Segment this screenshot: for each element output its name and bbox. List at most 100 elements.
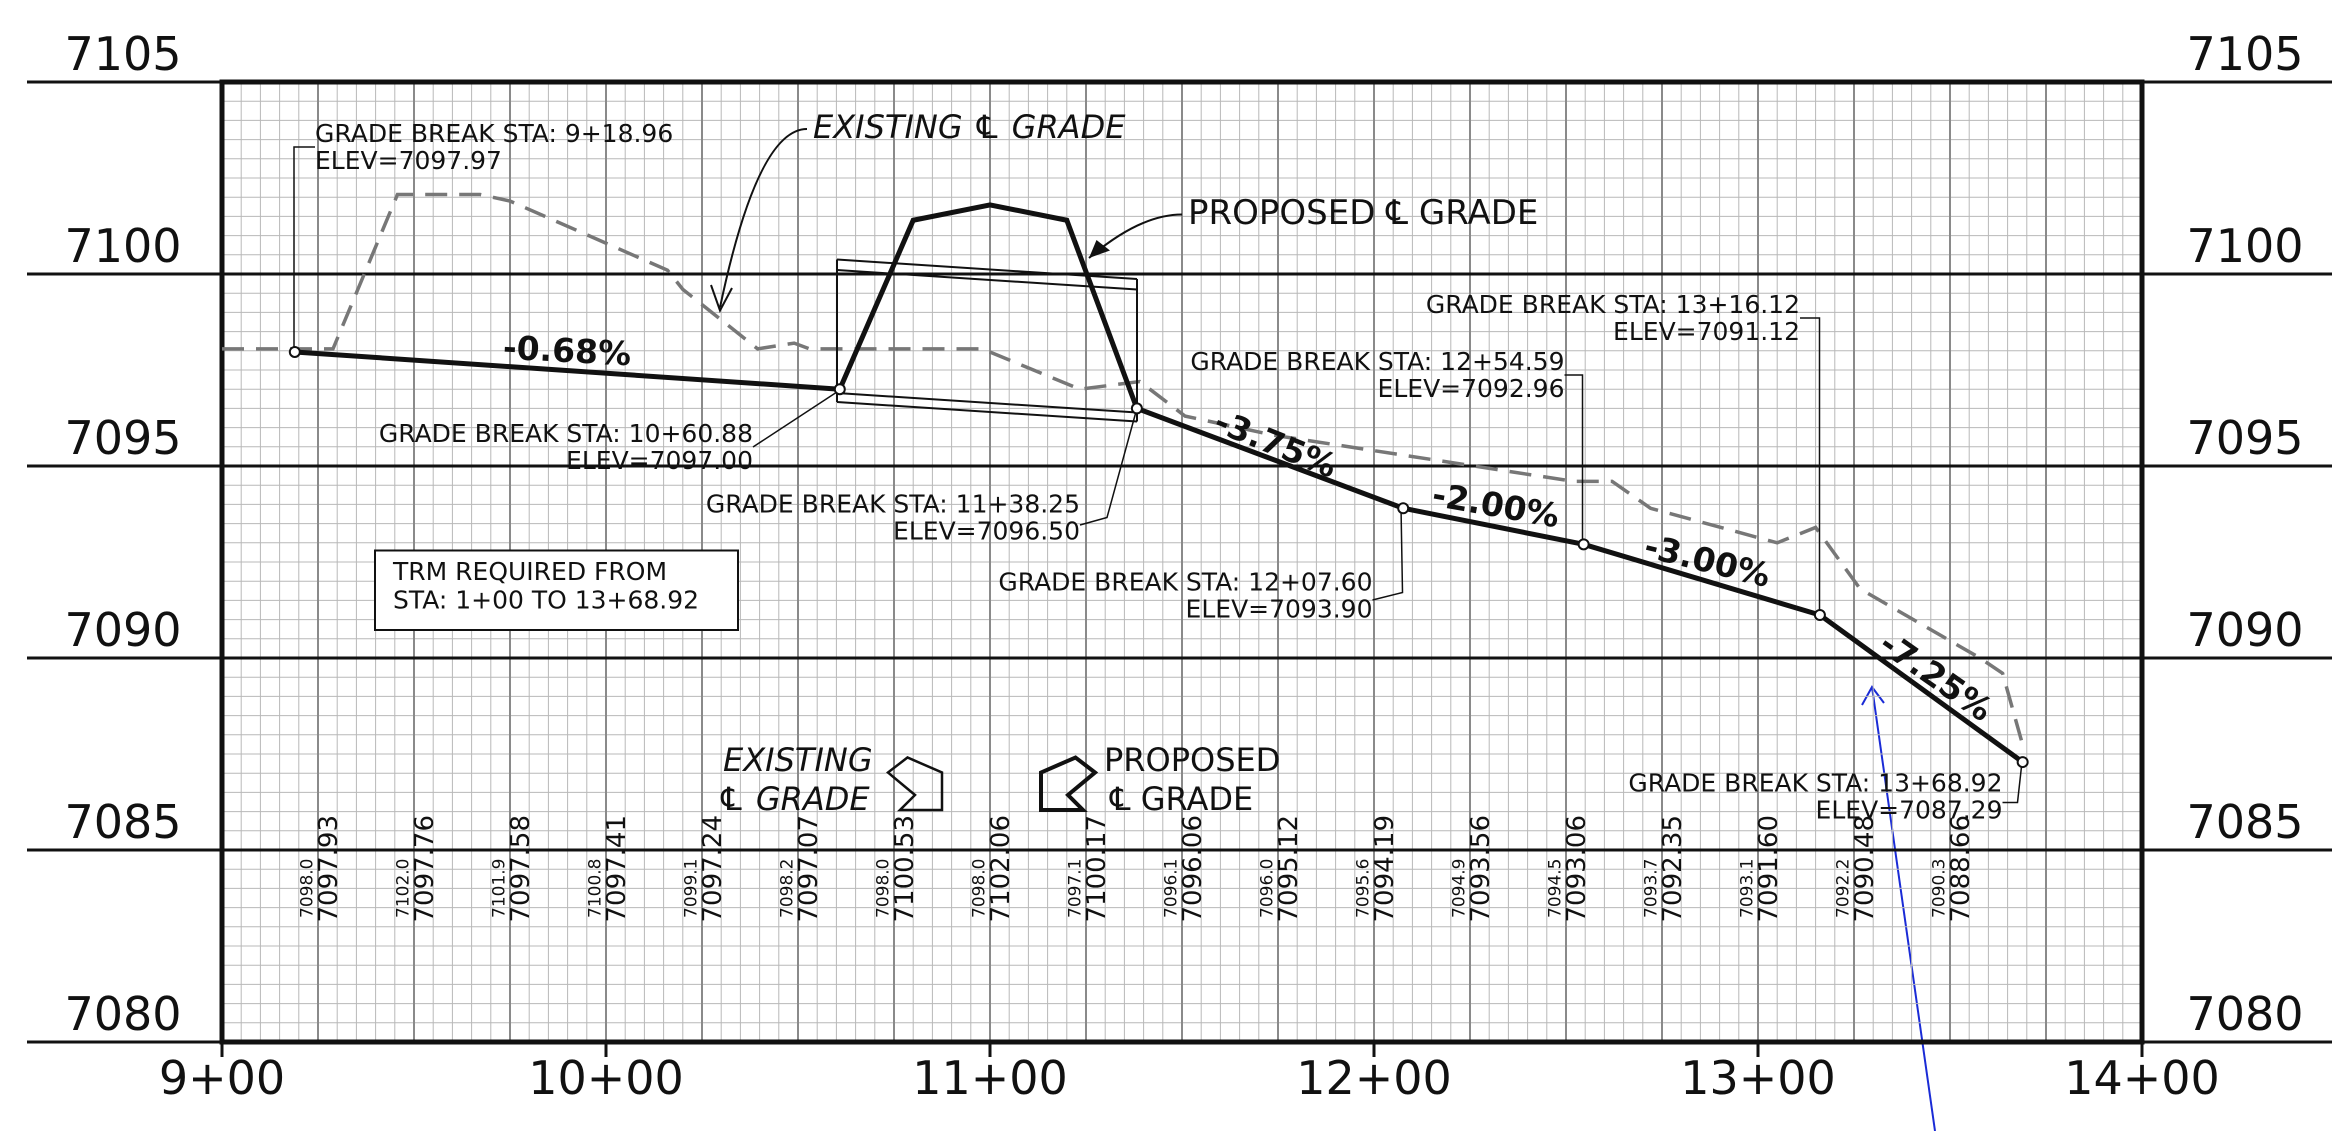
grade-break-elevation: ELEV=7093.90 xyxy=(1186,595,1373,624)
leader-line xyxy=(1079,407,1138,526)
grade-break-station: GRADE BREAK STA: 9+18.96 xyxy=(315,119,673,148)
leader-line xyxy=(1564,374,1584,543)
culvert-outline xyxy=(836,258,1138,280)
y-tick-label: 7080 xyxy=(64,987,181,1041)
y-tick-label: 7090 xyxy=(2186,603,2303,657)
existing-callout: EXISTING ℄ GRADE xyxy=(813,108,1126,146)
x-tick-label: 11+00 xyxy=(912,1051,1068,1105)
grade-break-elevation: ELEV=7097.97 xyxy=(315,146,502,175)
proposed-elevation-label: 7100.53 xyxy=(890,815,920,923)
grade-break-point xyxy=(1577,538,1590,551)
culvert-outline xyxy=(836,269,1138,291)
existing-elevation-label: 7100.8 xyxy=(586,859,606,918)
leader-line xyxy=(1372,506,1404,601)
proposed-elevation-label: 7097.41 xyxy=(602,815,632,923)
existing-elevation-label: 7098.0 xyxy=(298,859,318,918)
existing-elevation-label: 7097.1 xyxy=(1066,859,1086,918)
leader-line xyxy=(2002,761,2023,804)
grade-break-point xyxy=(1397,502,1410,515)
note-text: STA: 1+00 TO 13+68.92 xyxy=(393,586,699,615)
y-tick-label: 7100 xyxy=(2186,219,2303,273)
slope-label: -0.68% xyxy=(502,328,632,374)
stray-arrowhead xyxy=(1861,685,1885,706)
existing-elevation-label: 7102.0 xyxy=(394,859,414,918)
y-tick-label: 7095 xyxy=(64,411,181,465)
y-tick-label: 7085 xyxy=(64,795,181,849)
existing-elevation-label: 7094.9 xyxy=(1450,859,1470,918)
proposed-elevation-label: 7093.06 xyxy=(1562,815,1592,923)
grade-break-station: GRADE BREAK STA: 12+54.59 xyxy=(1190,347,1564,376)
proposed-elevation-label: 7094.19 xyxy=(1370,815,1400,923)
legend-text: EXISTING xyxy=(723,741,873,779)
existing-elevation-label: 7093.1 xyxy=(1738,859,1758,918)
grade-break-station: GRADE BREAK STA: 12+07.60 xyxy=(998,568,1372,597)
grade-break-point xyxy=(288,345,301,358)
proposed-elevation-label: 7097.58 xyxy=(506,815,536,923)
y-tick-label: 7090 xyxy=(64,603,181,657)
culvert-outline xyxy=(836,401,1138,423)
leader-line xyxy=(293,146,315,351)
existing-elevation-label: 7095.6 xyxy=(1354,859,1374,918)
proposed-elevation-label: 7097.07 xyxy=(794,815,824,923)
existing-elevation-label: 7094.5 xyxy=(1546,859,1566,918)
proposed-elevation-label: 7097.76 xyxy=(410,815,440,923)
x-tick-label: 12+00 xyxy=(1296,1051,1452,1105)
grade-break-elevation: ELEV=7087.29 xyxy=(1816,796,2003,825)
proposed-elevation-label: 7095.12 xyxy=(1274,815,1304,923)
grade-break-point xyxy=(833,383,846,396)
grade-break-point xyxy=(1813,608,1826,621)
existing-elevation-label: 7096.0 xyxy=(1258,859,1278,918)
x-tick-label: 14+00 xyxy=(2064,1051,2220,1105)
y-tick-label: 7100 xyxy=(64,219,181,273)
grade-break-elevation: ELEV=7092.96 xyxy=(1378,374,1565,403)
grade-break-elevation: ELEV=7097.00 xyxy=(566,446,753,475)
existing-grade xyxy=(222,192,2024,743)
existing-elevation-label: 7099.1 xyxy=(682,859,702,918)
legend-symbol-existing xyxy=(886,756,944,812)
proposed-elevation-label: 7091.60 xyxy=(1754,815,1784,923)
grade-break-elevation: ELEV=7091.12 xyxy=(1613,317,1800,346)
legend-text: ℄ GRADE xyxy=(717,780,870,818)
legend-text: ℄ GRADE xyxy=(1109,780,1253,818)
callout-arrow xyxy=(1089,240,1110,258)
legend-text: PROPOSED xyxy=(1104,741,1280,779)
proposed-elevation-label: 7092.35 xyxy=(1658,815,1688,923)
y-tick-label: 7105 xyxy=(2186,27,2303,81)
proposed-elevation-label: 7093.56 xyxy=(1466,815,1496,923)
note-box xyxy=(374,549,739,631)
callout-leader xyxy=(719,128,808,308)
callout-arrow xyxy=(710,284,733,313)
grade-break-point xyxy=(1130,402,1143,415)
grade-break-station: GRADE BREAK STA: 10+60.88 xyxy=(379,419,753,448)
grade-break-point xyxy=(2016,756,2029,769)
existing-elevation-label: 7096.1 xyxy=(1162,859,1182,918)
note-text: TRM REQUIRED FROM xyxy=(392,557,667,586)
slope-label: -3.75% xyxy=(1209,402,1342,486)
proposed-elevation-label: 7097.24 xyxy=(698,815,728,923)
leader-line xyxy=(1800,317,1821,615)
x-tick-label: 9+00 xyxy=(159,1051,285,1105)
culvert-outline xyxy=(836,392,1138,414)
y-tick-label: 7080 xyxy=(2186,987,2303,1041)
frame xyxy=(219,79,2145,1045)
legend-symbol-proposed xyxy=(1039,755,1099,812)
grade-break-station: GRADE BREAK STA: 13+68.92 xyxy=(1628,769,2002,798)
leader-line xyxy=(752,389,841,448)
slope-label: -7.25% xyxy=(1872,624,1999,729)
proposed-elevation-label: 7088.66 xyxy=(1946,815,1976,923)
existing-elevation-label: 7098.0 xyxy=(970,859,990,918)
proposed-grade xyxy=(294,202,2025,765)
x-tick-label: 13+00 xyxy=(1680,1051,1836,1105)
proposed-elevation-label: 7102.06 xyxy=(986,815,1016,923)
y-tick-label: 7085 xyxy=(2186,795,2303,849)
grade-break-station: GRADE BREAK STA: 13+16.12 xyxy=(1426,290,1800,319)
existing-elevation-label: 7098.0 xyxy=(874,859,894,918)
existing-elevation-label: 7092.2 xyxy=(1834,859,1854,918)
y-tick-label: 7095 xyxy=(2186,411,2303,465)
grade-break-elevation: ELEV=7096.50 xyxy=(893,517,1080,546)
y-tick-label: 7105 xyxy=(64,27,181,81)
existing-elevation-label: 7090.3 xyxy=(1930,859,1950,918)
proposed-callout: PROPOSED ℄ GRADE xyxy=(1188,193,1538,233)
grade-break-station: GRADE BREAK STA: 11+38.25 xyxy=(706,490,1080,519)
